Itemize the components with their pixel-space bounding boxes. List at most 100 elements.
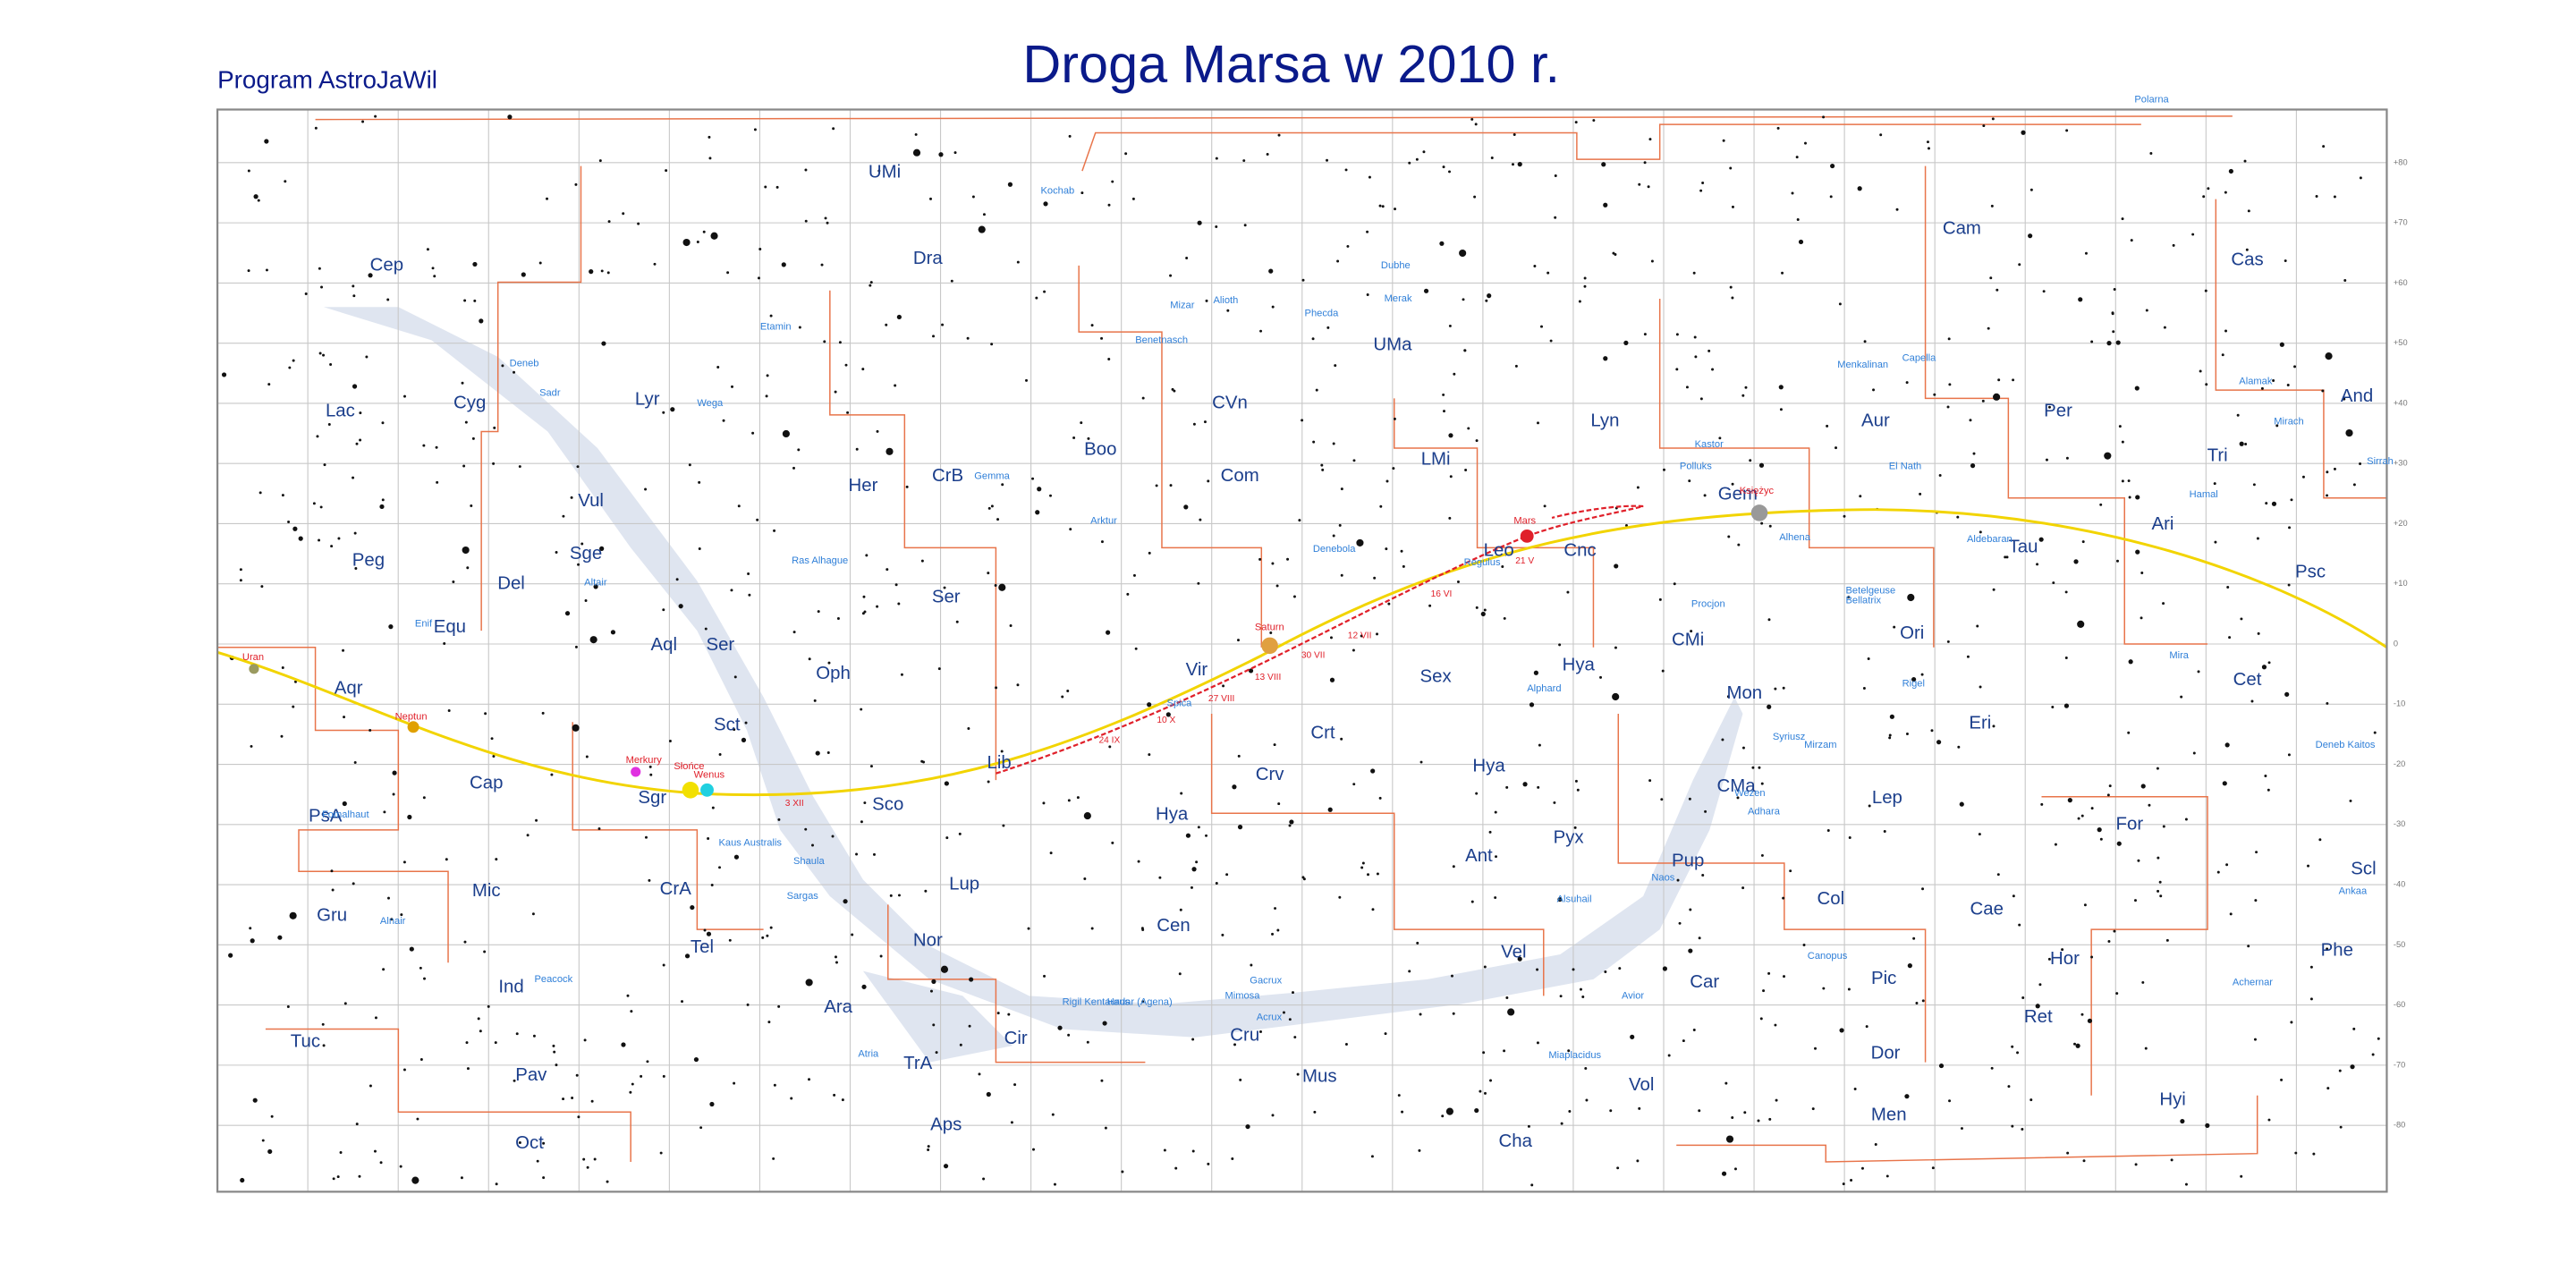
star-dot (1826, 424, 1829, 428)
star-dot (1948, 383, 1952, 386)
star-dot (1061, 695, 1064, 699)
star-dot (253, 194, 258, 199)
star-dot (766, 374, 769, 377)
star-dot (1912, 936, 1916, 940)
star-dot (815, 750, 820, 756)
star-dot (1475, 439, 1479, 443)
star-dot (1452, 1012, 1455, 1015)
star-dot (1320, 463, 1324, 467)
star-dot (798, 326, 801, 329)
star-dot (2333, 195, 2336, 199)
star-dot (1826, 829, 1830, 832)
star-dot (1663, 468, 1665, 471)
star-dot (1802, 944, 1806, 946)
star-dot (792, 631, 796, 634)
ecliptic (216, 508, 2388, 797)
star-dot (564, 611, 571, 616)
dec-label: -50 (2394, 940, 2405, 949)
star-dot (922, 760, 926, 764)
star-dot (390, 918, 394, 921)
star-dot (1650, 259, 1654, 263)
constellation-label: Ant (1465, 846, 1493, 866)
star-dot (2275, 424, 2279, 428)
star-dot (711, 806, 715, 809)
star-dot (1795, 156, 1799, 159)
star-dot (808, 657, 811, 661)
star-dot (958, 832, 962, 835)
star-dot (912, 148, 921, 157)
star-dot (792, 466, 795, 470)
star-dot (1199, 518, 1202, 521)
star-dot (2047, 957, 2051, 961)
star-dot (1271, 1114, 1275, 1117)
star-dot (869, 284, 872, 287)
star-dot (1326, 158, 1329, 162)
star-dot (1124, 152, 1128, 156)
star-dot (399, 1165, 402, 1168)
star-dot (1612, 251, 1615, 255)
star-dot (407, 814, 412, 820)
star-dot (2205, 383, 2208, 386)
star-dot (381, 498, 385, 502)
star-dot (1106, 630, 1111, 635)
star-name: Kaus Australis (719, 838, 783, 849)
star-dot (492, 462, 496, 465)
star-dot (292, 705, 295, 708)
star-dot (286, 1005, 290, 1009)
star-name: Deneb (510, 358, 539, 369)
star-dot (2130, 239, 2133, 242)
star-dot (1638, 1106, 1641, 1110)
star-dot (1583, 284, 1587, 288)
milky-way-band (323, 307, 1743, 1038)
star-dot (1379, 504, 1383, 508)
star-dot (304, 292, 308, 296)
constellation-label: Cam (1943, 218, 1981, 238)
star-dot (896, 314, 902, 320)
star-dot (1475, 606, 1479, 609)
star-dot (862, 595, 866, 598)
star-dot (1920, 673, 1924, 676)
star-dot (2284, 259, 2287, 263)
star-dot (1104, 1126, 1107, 1130)
star-dot (1250, 963, 1253, 967)
star-dot (1554, 174, 1557, 177)
star-dot (2180, 1118, 2185, 1124)
star-dot (648, 878, 651, 882)
star-dot (1707, 349, 1711, 352)
star-dot (769, 926, 773, 929)
star-dot (1376, 632, 1379, 636)
star-dot (1000, 750, 1004, 753)
constellation-label: Pyx (1554, 828, 1584, 848)
star-dot (897, 894, 901, 897)
star-dot (2315, 195, 2318, 198)
star-dot (2083, 903, 2087, 907)
star-dot (1507, 1008, 1515, 1016)
star-dot (247, 169, 250, 173)
star-dot (1311, 337, 1315, 341)
star-dot (2261, 665, 2267, 670)
star-dot (894, 583, 898, 587)
star-dot (2115, 992, 2119, 996)
star-dot (1546, 271, 1550, 275)
star-dot (1512, 163, 1514, 166)
star-dot (580, 542, 584, 546)
star-dot (1332, 534, 1335, 538)
star-dot (2226, 586, 2230, 589)
star-dot (1338, 523, 1342, 527)
star-dot (629, 1090, 632, 1094)
star-dot (590, 1099, 594, 1103)
star-dot (1960, 1127, 1963, 1131)
constellation-label: Cen (1157, 916, 1190, 936)
star-dot (2224, 191, 2227, 194)
star-dot (293, 680, 297, 683)
star-dot (879, 954, 883, 958)
star-dot (2158, 880, 2162, 884)
star-dot (2097, 827, 2102, 833)
star-dot (688, 463, 691, 467)
star-name: Kochab (1041, 185, 1075, 196)
star-dot (352, 476, 355, 479)
star-dot (1536, 1041, 1539, 1045)
boundary (887, 904, 1146, 1063)
star-dot (2157, 856, 2160, 860)
star-dot (419, 1057, 423, 1061)
